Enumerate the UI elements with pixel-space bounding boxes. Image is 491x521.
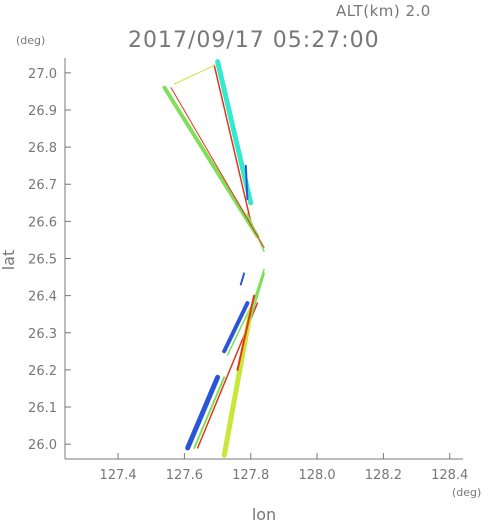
chart-title: 2017/09/17 05:27:00 xyxy=(128,28,380,53)
x-ticks: 127.4 127.6 127.8 128.0 128.2 128.4 xyxy=(99,453,468,483)
y-tick-label: 26.9 xyxy=(28,104,57,119)
echo-band-green xyxy=(193,376,226,449)
altitude-label: ALT(km) 2.0 xyxy=(336,2,431,20)
y-tick-label: 26.2 xyxy=(28,364,57,379)
data-layer xyxy=(162,59,265,458)
echo-band-blue xyxy=(222,301,250,354)
y-tick-label: 26.6 xyxy=(28,215,57,230)
y-ticks: 26.0 26.1 26.2 26.3 26.4 26.5 26.6 26.7 26.8 26.9… xyxy=(28,67,71,453)
echo-band-blue xyxy=(185,374,221,451)
y-tick-label: 26.3 xyxy=(28,327,57,342)
echo-band-green xyxy=(162,85,260,239)
y-axis-unit: (deg) xyxy=(16,34,45,47)
x-axis-title: lon xyxy=(252,505,276,521)
y-axis-title: lat xyxy=(0,250,18,271)
echo-band-red xyxy=(213,64,252,223)
y-tick-label: 26.8 xyxy=(28,141,57,156)
y-tick-label: 27.0 xyxy=(28,67,57,82)
echo-band-cyan xyxy=(215,59,254,206)
echo-band-yellow xyxy=(173,64,215,85)
echo-band-blue xyxy=(244,164,249,201)
y-tick-label: 26.4 xyxy=(28,290,57,305)
y-tick-label: 26.0 xyxy=(28,438,57,453)
x-tick-label: 128.2 xyxy=(365,468,402,483)
y-tick-label: 26.5 xyxy=(28,253,57,268)
echo-band-green xyxy=(226,306,252,356)
x-tick-label: 127.6 xyxy=(166,468,203,483)
x-tick-label: 127.8 xyxy=(232,468,269,483)
echo-band-green xyxy=(249,272,265,319)
y-tick-label: 26.7 xyxy=(28,178,57,193)
x-axis-unit: (deg) xyxy=(452,486,481,499)
x-tick-label: 128.0 xyxy=(298,468,335,483)
x-tick-label: 128.4 xyxy=(431,468,468,483)
echo-band-red xyxy=(170,87,265,248)
x-tick-label: 127.4 xyxy=(99,468,136,483)
plot-area: 26.0 26.1 26.2 26.3 26.4 26.5 26.6 26.7 26.8 26.9… xyxy=(28,58,468,483)
echo-band-red xyxy=(236,294,256,371)
echo-band-blue xyxy=(239,272,246,286)
y-tick-label: 26.1 xyxy=(28,401,57,416)
